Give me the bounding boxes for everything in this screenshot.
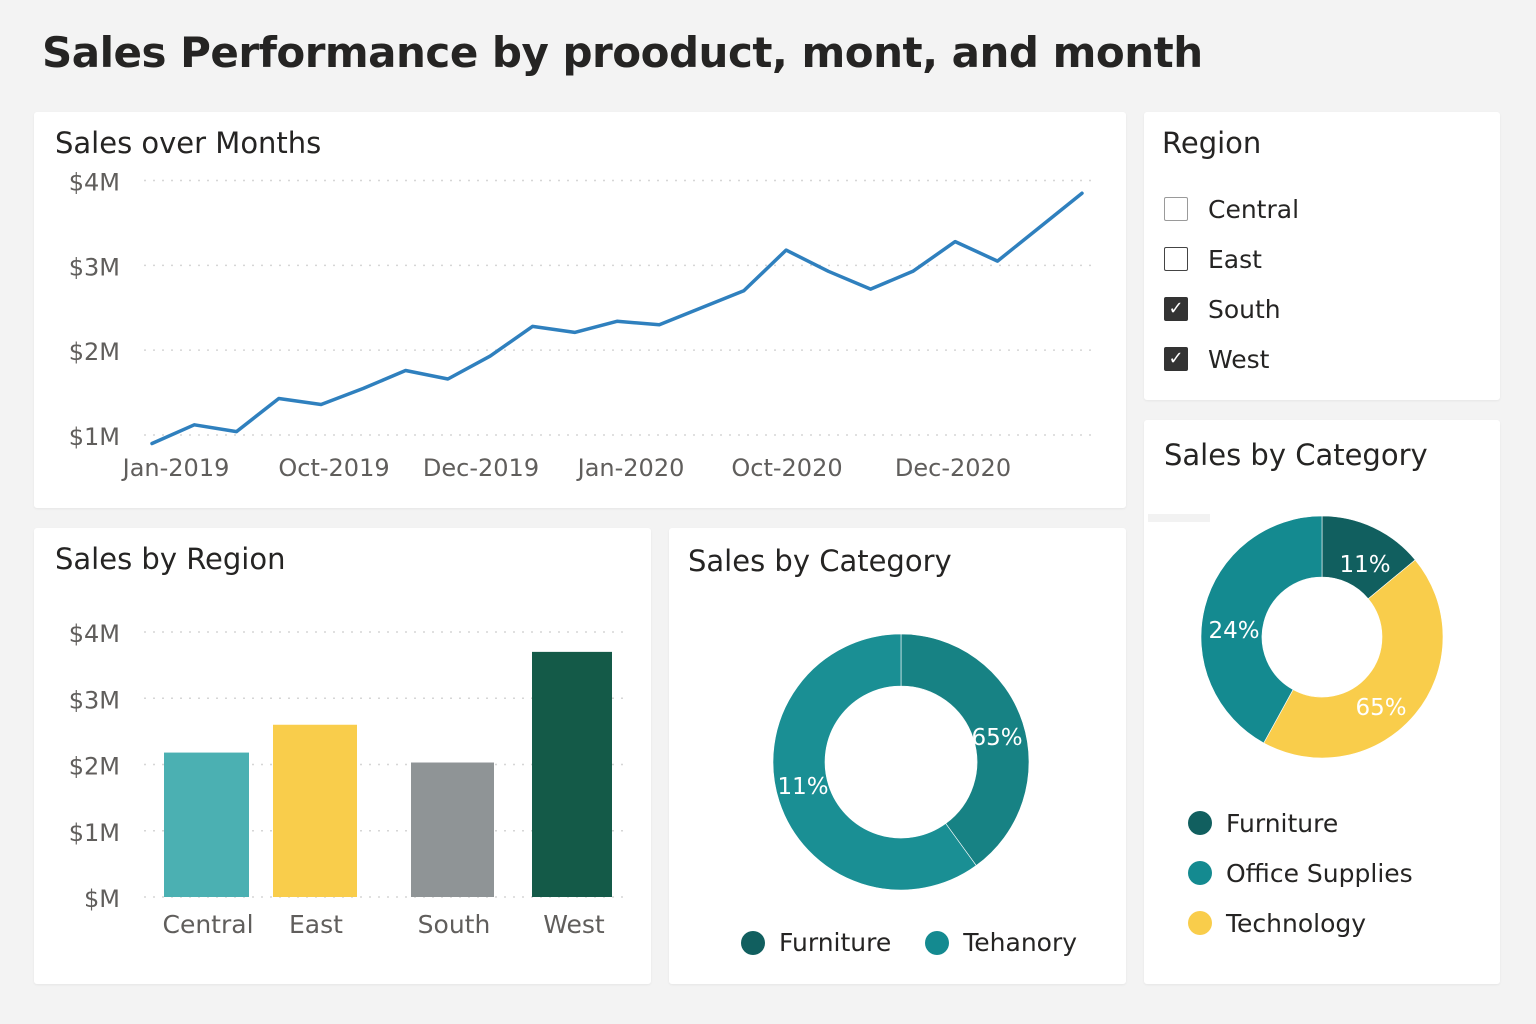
region-option-label: West (1208, 344, 1270, 374)
x-tick-label: Oct-2020 (731, 454, 842, 482)
x-tick-label: Dec-2019 (423, 454, 539, 482)
legend-label: Furniture (779, 928, 892, 957)
x-tick-label: Central (162, 910, 253, 939)
slice-label: 11% (1339, 552, 1390, 578)
legend-label: Furniture (1226, 808, 1339, 838)
x-tick-label: Oct-2019 (278, 454, 389, 482)
donut-slice (1200, 515, 1323, 744)
slice-label: 24% (1208, 618, 1259, 644)
legend-swatch (1188, 911, 1212, 935)
legend-label: Technology (1226, 908, 1367, 938)
donut-legend: Furniture Office Supplies Technology (1188, 798, 1413, 948)
page-title: Sales Performance by prooduct, mont, and… (42, 28, 1203, 77)
region-filter-list: Central East ✓ South ✓ West (1164, 184, 1299, 384)
slice-label: 65% (971, 725, 1022, 751)
x-tick-label: Dec-2020 (895, 454, 1011, 482)
checkbox-icon[interactable] (1164, 247, 1188, 271)
slice-label: 11% (777, 774, 828, 800)
y-tick-label: $4M (69, 620, 120, 648)
artifact-mark (1148, 514, 1210, 522)
legend-item[interactable]: Office Supplies (1188, 848, 1413, 898)
x-tick-label: East (289, 910, 343, 939)
y-tick-label: $M (84, 885, 120, 913)
bar-central (164, 752, 249, 897)
region-option-south[interactable]: ✓ South (1164, 284, 1299, 334)
checkbox-icon[interactable] (1164, 197, 1188, 221)
region-option-west[interactable]: ✓ West (1164, 334, 1299, 384)
sales-by-category-card: Sales by Category 65% 11% Furniture Tehan… (669, 528, 1126, 984)
donut-chart-title: Sales by Category (688, 544, 952, 578)
legend-item[interactable]: Furniture (741, 928, 891, 957)
legend-item[interactable]: Tehanory (925, 928, 1077, 957)
x-tick-label: West (543, 910, 605, 939)
legend-item[interactable]: Technology (1188, 898, 1413, 948)
bar-chart-title: Sales by Region (55, 542, 286, 576)
region-filter-card: Region Central East ✓ South ✓ West (1144, 112, 1500, 400)
y-tick-label: $1M (69, 423, 120, 451)
donut-chart: 65% 11% (772, 633, 1030, 891)
legend-swatch (741, 930, 765, 955)
checkmark-icon[interactable]: ✓ (1164, 347, 1188, 371)
sales-over-months-card: Sales over Months $4M $3M $2M $1M Jan-2019 Oc… (34, 112, 1126, 508)
line-series (150, 191, 1084, 446)
x-tick-label: South (418, 910, 491, 939)
region-option-central[interactable]: Central (1164, 184, 1299, 234)
sales-by-category-card-2: Sales by Category 11% 65% 24% Furniture Of… (1144, 420, 1500, 984)
donut-chart: 11% 65% 24% (1200, 515, 1444, 759)
bar-east (273, 724, 357, 897)
line-chart-title: Sales over Months (55, 126, 322, 160)
y-tick-label: $2M (69, 338, 120, 366)
region-filter-title: Region (1162, 126, 1262, 160)
x-tick-label: Jan-2020 (576, 454, 685, 482)
y-tick-label: $3M (69, 253, 120, 281)
y-tick-label: $2M (69, 753, 120, 781)
donut-slice (1263, 559, 1444, 759)
legend-item[interactable]: Furniture (1188, 798, 1413, 848)
sales-by-region-card: Sales by Region $4M $3M $2M $1M $M Central Eas… (34, 528, 651, 984)
region-option-label: Central (1208, 194, 1300, 224)
legend-swatch (925, 930, 950, 955)
legend-swatch (1188, 811, 1212, 835)
donut-legend: Furniture Tehanory (741, 928, 1077, 957)
bar-south (411, 762, 494, 897)
slice-label: 65% (1355, 695, 1406, 721)
donut-slice (900, 633, 1030, 866)
y-tick-label: $3M (69, 686, 120, 714)
legend-label: Tehanory (963, 928, 1078, 957)
x-tick-label: Jan-2019 (121, 454, 230, 482)
legend-swatch (1188, 861, 1212, 885)
bar-chart: $4M $3M $2M $1M $M Central East South West (69, 620, 626, 939)
donut-chart-title: Sales by Category (1164, 438, 1428, 472)
y-tick-label: $4M (69, 168, 120, 196)
donut-slice (772, 633, 977, 891)
bar-west (532, 651, 612, 897)
y-tick-label: $1M (69, 819, 120, 847)
legend-label: Office Supplies (1226, 858, 1413, 888)
region-option-label: South (1208, 294, 1281, 324)
region-option-label: East (1208, 244, 1262, 274)
checkmark-icon[interactable]: ✓ (1164, 297, 1188, 321)
region-option-east[interactable]: East (1164, 234, 1299, 284)
